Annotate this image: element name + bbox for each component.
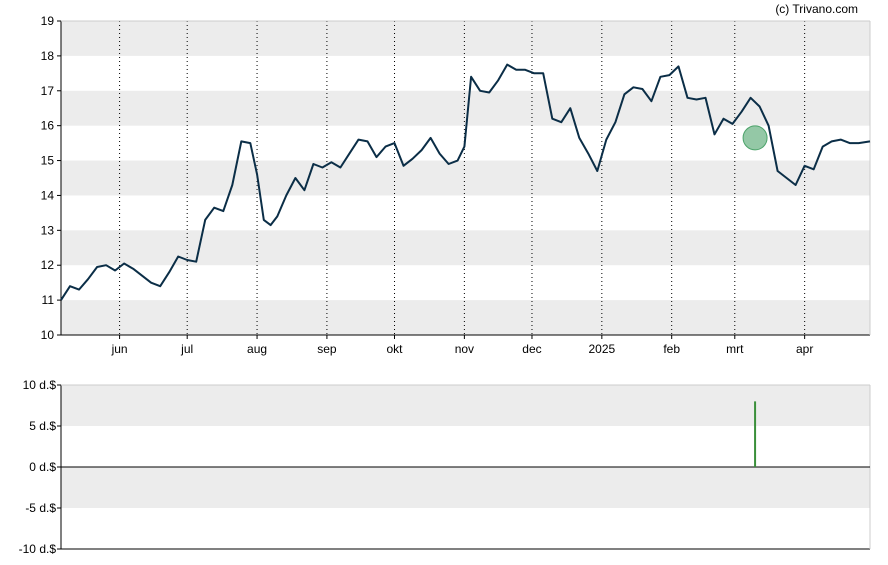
price-band bbox=[61, 300, 870, 335]
price-band bbox=[61, 90, 870, 126]
y-tick-label: 12 bbox=[41, 258, 55, 272]
price-panel-x-ticks: jun jul aug sep okt nov dec 2025 feb mrt apr bbox=[111, 335, 813, 356]
y-tick-label: 18 bbox=[41, 49, 55, 63]
price-line-series bbox=[60, 63, 871, 301]
x-tick-label: nov bbox=[455, 342, 474, 356]
price-panel-y-ticks: 10 11 12 13 14 15 16 17 18 19 bbox=[41, 14, 61, 342]
dividend-band bbox=[61, 467, 870, 508]
x-tick-label: sep bbox=[317, 342, 337, 356]
y-tick-label: 10 bbox=[41, 328, 55, 342]
y-tick-label: 15 bbox=[41, 154, 55, 168]
x-tick-label: jun bbox=[111, 342, 128, 356]
price-band bbox=[61, 160, 870, 196]
x-tick-label: 2025 bbox=[588, 342, 615, 356]
price-panel-bands bbox=[61, 21, 870, 335]
dividend-y-tick-label: 5 d.$ bbox=[29, 419, 56, 433]
x-tick-label: jul bbox=[180, 342, 193, 356]
y-tick-label: 17 bbox=[41, 84, 55, 98]
x-tick-label: feb bbox=[663, 342, 680, 356]
y-tick-label: 16 bbox=[41, 119, 55, 133]
x-tick-label: mrt bbox=[726, 342, 744, 356]
dividend-y-tick-label: -5 d.$ bbox=[25, 501, 56, 515]
dividend-y-tick-label: -10 d.$ bbox=[19, 542, 57, 556]
y-tick-label: 14 bbox=[41, 188, 55, 202]
y-tick-label: 19 bbox=[41, 14, 55, 28]
dividend-marker bbox=[742, 125, 768, 151]
dividend-y-tick-label: 0 d.$ bbox=[29, 460, 56, 474]
x-tick-label: okt bbox=[387, 342, 404, 356]
dividend-panel-y-ticks: 10 d.$ 5 d.$ 0 d.$ -5 d.$ -10 d.$ bbox=[19, 378, 61, 556]
dividend-y-tick-label: 10 d.$ bbox=[23, 378, 57, 392]
price-band bbox=[61, 21, 870, 56]
x-tick-label: aug bbox=[247, 342, 267, 356]
x-tick-label: dec bbox=[522, 342, 541, 356]
credit-text: (c) Trivano.com bbox=[775, 2, 858, 16]
dividend-band bbox=[61, 385, 870, 426]
x-tick-label: apr bbox=[796, 342, 813, 356]
price-band bbox=[61, 230, 870, 266]
y-tick-label: 13 bbox=[41, 223, 55, 237]
y-tick-label: 11 bbox=[42, 293, 55, 307]
dividend-panel-bands bbox=[61, 385, 870, 508]
